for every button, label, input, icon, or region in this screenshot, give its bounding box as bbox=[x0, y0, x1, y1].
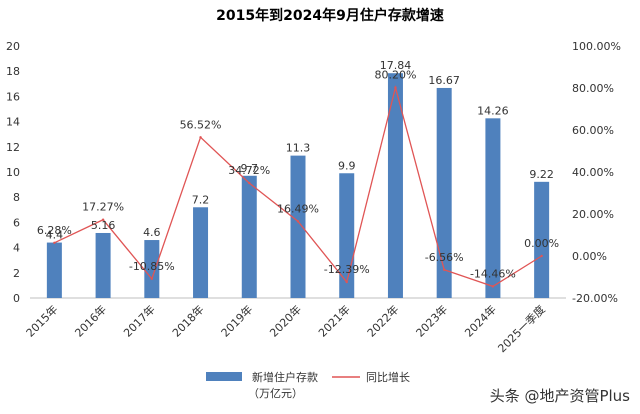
y-left-tick-label: 14 bbox=[6, 116, 20, 129]
line-point bbox=[101, 218, 105, 221]
y-left-tick-label: 18 bbox=[6, 65, 20, 78]
y-right-tick-label: 60.00% bbox=[572, 124, 614, 137]
bar bbox=[290, 155, 306, 298]
line-point bbox=[394, 86, 397, 89]
bar-value-label: 16.67 bbox=[428, 74, 460, 87]
line-value-label: 17.27% bbox=[82, 201, 124, 214]
bar bbox=[534, 181, 550, 298]
bar bbox=[339, 173, 355, 298]
y-right-tick-label: -20.00% bbox=[572, 292, 618, 305]
line-value-label: 34.72% bbox=[228, 164, 270, 177]
y-left-tick-label: 4 bbox=[13, 242, 20, 255]
bar bbox=[46, 242, 62, 298]
bar bbox=[485, 118, 501, 298]
bar-value-label: 14.26 bbox=[477, 104, 509, 117]
legend-bar-label: 新增住户存款 bbox=[252, 370, 318, 384]
bar-value-label: 9.7 bbox=[241, 162, 259, 175]
legend-bar-swatch bbox=[206, 372, 242, 381]
y-left-tick-label: 8 bbox=[13, 191, 20, 204]
line-value-label: -10.85% bbox=[129, 260, 175, 273]
bar bbox=[241, 175, 257, 298]
bar bbox=[387, 73, 403, 298]
chart-title: 2015年到2024年9月住户存款增速 bbox=[216, 7, 444, 24]
line-series bbox=[53, 84, 543, 288]
line-point bbox=[248, 181, 251, 185]
line-value-label: 0.00% bbox=[524, 237, 559, 250]
bar-value-label: 4.4 bbox=[46, 229, 64, 242]
y-right-tick-label: 80.00% bbox=[572, 82, 614, 95]
bar bbox=[95, 232, 111, 298]
legend-line-label: 同比增长 bbox=[366, 370, 410, 384]
y-left-tick-label: 20 bbox=[6, 40, 20, 53]
line-point bbox=[150, 277, 154, 280]
line-point bbox=[53, 241, 56, 245]
legend: 新增住户存款 （万亿元） 同比增长 bbox=[206, 370, 410, 400]
y-left-tick-label: 2 bbox=[13, 267, 20, 280]
bar bbox=[193, 207, 209, 298]
line-value-label: 80.20% bbox=[374, 69, 416, 82]
bar-value-label: 7.2 bbox=[192, 193, 210, 206]
bar-value-label: 5.16 bbox=[91, 219, 116, 232]
line-point bbox=[442, 268, 446, 271]
y-right-tick-label: 40.00% bbox=[572, 166, 614, 179]
y-left-tick-label: 16 bbox=[6, 90, 20, 103]
data-labels: 4.4 5.16 4.6 7.2 9.7 11.3 9.9 17.84 16.67 14.26 9.… bbox=[37, 59, 559, 280]
line-point bbox=[491, 285, 495, 288]
watermark: 头条 @地产资管Plus bbox=[489, 387, 630, 405]
y-right-tick-label: 0.00% bbox=[572, 250, 607, 263]
y-right-tick-label: 20.00% bbox=[572, 208, 614, 221]
line-value-label: 16.49% bbox=[277, 202, 319, 215]
y-left-tick-label: 12 bbox=[6, 141, 20, 154]
y-left-tick-label: 10 bbox=[6, 166, 20, 179]
bar bbox=[144, 240, 160, 298]
bar-value-label: 9.9 bbox=[338, 159, 356, 172]
y-left-tick-label: 0 bbox=[13, 292, 20, 305]
line-point bbox=[199, 136, 202, 139]
line-point bbox=[296, 220, 300, 223]
y-left-tick-label: 6 bbox=[13, 216, 20, 229]
line-point bbox=[540, 254, 543, 258]
bar-value-label: 4.6 bbox=[143, 226, 161, 239]
line-value-label: 56.52% bbox=[180, 118, 222, 131]
bar-value-label: 17.84 bbox=[380, 59, 412, 72]
line-value-label: 6.28% bbox=[37, 224, 72, 237]
line-value-label: -14.46% bbox=[470, 267, 516, 280]
line-value-label: -12.39% bbox=[324, 263, 370, 276]
line-point bbox=[345, 280, 348, 284]
legend-bar-label-unit: （万亿元） bbox=[248, 387, 303, 400]
bar-value-label: 11.3 bbox=[286, 142, 311, 155]
bar-series bbox=[46, 73, 550, 298]
bar-value-label: 9.22 bbox=[529, 168, 554, 181]
y-right-tick-label: 100.00% bbox=[572, 40, 621, 53]
line-value-label: -6.56% bbox=[425, 251, 464, 264]
bar bbox=[436, 87, 452, 298]
